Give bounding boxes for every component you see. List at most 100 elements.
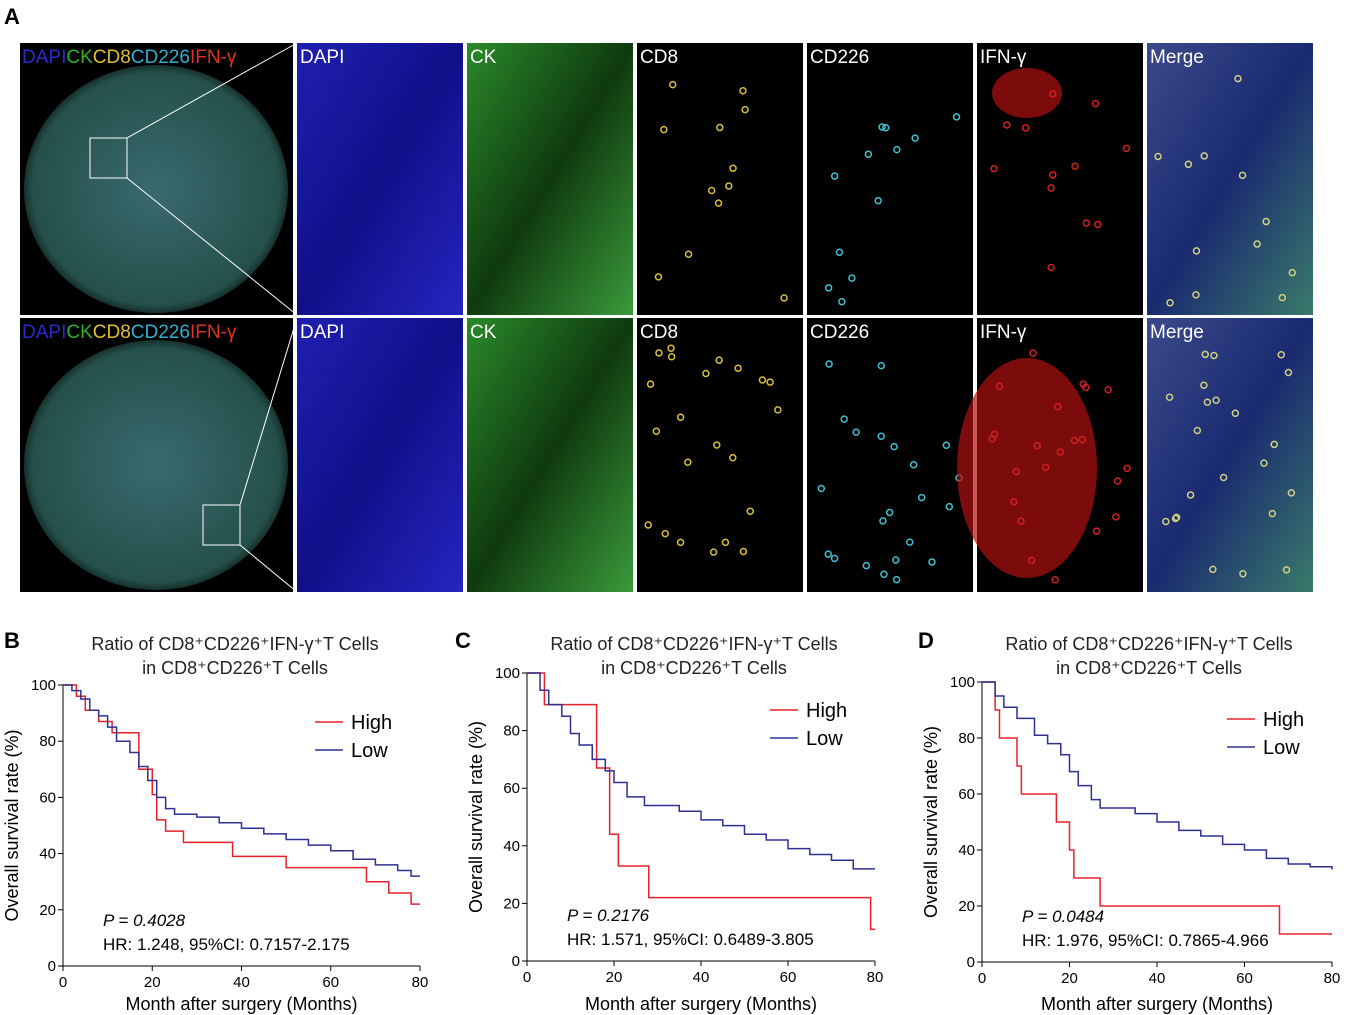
chart-title: Ratio of CD8⁺CD226⁺IFN-γ⁺T Cells	[550, 634, 837, 654]
cell	[885, 508, 894, 517]
cell	[824, 550, 833, 558]
cell	[830, 172, 839, 180]
x-tick-label: 40	[233, 974, 250, 991]
channel-legend: CD226	[131, 47, 190, 68]
channel-label: CD8	[640, 47, 678, 68]
cell	[1010, 498, 1018, 506]
cell	[909, 460, 918, 469]
cell	[995, 382, 1004, 390]
cell	[848, 274, 856, 282]
x-tick-label: 60	[1236, 970, 1253, 987]
channel-legend: DAPI	[22, 47, 66, 68]
chart-title: in CD8⁺CD226⁺T Cells	[601, 658, 787, 678]
cell	[709, 548, 718, 556]
cell	[1112, 513, 1120, 521]
channel-label: CD226	[810, 322, 869, 343]
cell	[1056, 448, 1065, 456]
cell	[1186, 491, 1195, 499]
cell	[721, 538, 730, 547]
channel-label: IFN-γ	[980, 322, 1027, 343]
cell	[774, 406, 782, 414]
cell	[945, 502, 954, 511]
cell	[758, 376, 767, 384]
y-tick-label: 100	[31, 677, 56, 694]
survival-curve	[527, 672, 875, 870]
legend-label: High	[1263, 709, 1304, 731]
cell	[893, 145, 901, 154]
x-tick-label: 80	[1324, 970, 1341, 987]
cell	[1027, 556, 1036, 565]
cell	[644, 521, 652, 529]
annotation: HR: 1.248, 95%CI: 0.7157-2.175	[103, 935, 350, 954]
cell	[879, 517, 887, 525]
channel-legend: CK	[66, 322, 93, 343]
cell	[684, 458, 692, 467]
cell	[1047, 184, 1055, 192]
cell	[1092, 527, 1101, 535]
channel-image	[467, 318, 633, 592]
cell	[905, 538, 914, 546]
cell	[714, 199, 723, 207]
x-tick-label: 0	[59, 974, 67, 991]
cell	[825, 360, 833, 368]
cell	[1071, 162, 1079, 170]
channel-label: DAPI	[300, 47, 344, 68]
x-tick-label: 20	[144, 974, 161, 991]
cell	[1270, 440, 1278, 449]
y-tick-label: 60	[39, 789, 56, 806]
legend-label: High	[806, 700, 847, 722]
zoom-box	[89, 137, 128, 179]
y-tick-label: 40	[39, 846, 56, 863]
zoom-line	[239, 317, 298, 506]
cell	[824, 284, 833, 292]
cell	[1012, 467, 1020, 476]
cell	[1238, 171, 1247, 180]
cell	[840, 415, 848, 423]
cell	[1051, 576, 1059, 584]
y-axis-label: Overall survival rate (%)	[2, 729, 22, 921]
cell	[1171, 514, 1180, 523]
zoom-line	[239, 544, 298, 593]
cell	[780, 294, 788, 302]
cell	[1262, 217, 1270, 226]
cell	[1017, 517, 1025, 525]
channel-label: DAPI	[300, 322, 344, 343]
panel-label: D	[918, 628, 934, 653]
survival-curve	[982, 681, 1333, 870]
x-axis-label: Month after surgery (Months)	[585, 994, 817, 1014]
cell	[890, 442, 898, 451]
x-tick-label: 40	[693, 969, 710, 986]
chart-title: in CD8⁺CD226⁺T Cells	[142, 658, 328, 678]
y-axis-label: Overall survival rate (%)	[921, 726, 941, 918]
cell	[877, 432, 885, 441]
cell	[1033, 441, 1042, 450]
y-tick-label: 40	[503, 838, 520, 855]
x-tick-label: 0	[978, 970, 986, 987]
cell	[1192, 291, 1200, 299]
signal	[957, 358, 1097, 578]
cell	[1049, 90, 1057, 98]
y-tick-label: 40	[958, 842, 975, 859]
cell	[952, 113, 961, 121]
tissue-core	[24, 65, 288, 313]
cell	[990, 164, 998, 173]
cell	[1210, 351, 1218, 360]
cell	[676, 538, 685, 547]
cell	[1277, 351, 1286, 359]
y-tick-label: 80	[503, 723, 520, 740]
cell	[1094, 220, 1102, 229]
cell	[734, 364, 742, 372]
y-tick-label: 20	[39, 902, 56, 919]
channel-image	[1147, 43, 1313, 315]
y-tick-label: 60	[503, 780, 520, 797]
survival-curve	[982, 681, 1332, 935]
cell	[746, 507, 754, 516]
x-tick-label: 60	[780, 969, 797, 986]
cell	[1282, 566, 1291, 574]
channel-legend: CD226	[131, 322, 190, 343]
channel-label: Merge	[1150, 322, 1204, 343]
cell	[988, 435, 996, 443]
cell	[1091, 99, 1100, 108]
cell	[1021, 124, 1030, 132]
cell	[725, 182, 733, 190]
